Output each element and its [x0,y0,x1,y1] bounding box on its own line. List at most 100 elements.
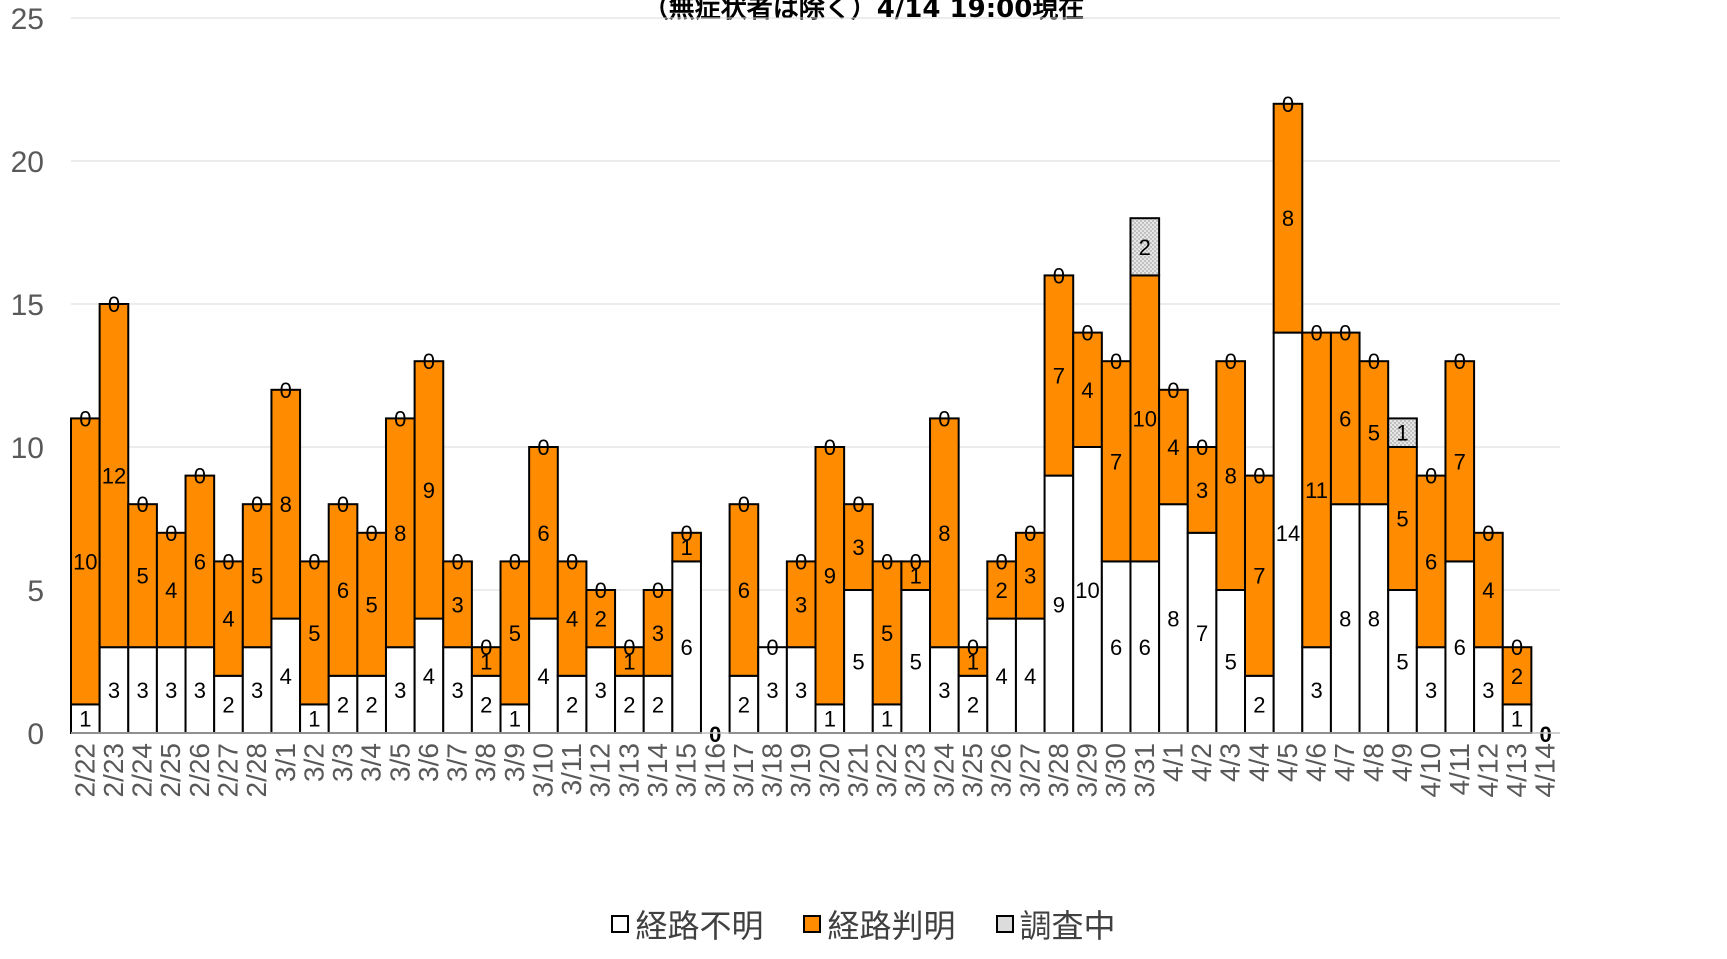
data-label-total: 0 [1540,722,1552,747]
x-tick-label: 2/22 [69,743,100,798]
bar-segment-known[interactable] [70,417,101,706]
data-label-unknown: 2 [1253,692,1265,717]
data-label-unknown: 3 [1425,678,1437,703]
bar-segment-known[interactable] [1473,531,1504,649]
bar-segment-known[interactable] [384,417,416,649]
x-tick-label: 3/29 [1072,743,1103,798]
legend-item-known[interactable]: 経路判明 [803,901,956,947]
data-label-known: 2 [595,607,607,632]
data-label-known: 3 [451,592,463,617]
x-tick-label: 4/4 [1243,743,1274,782]
data-label-known: 8 [1282,206,1294,231]
x-tick-label: 4/8 [1358,743,1389,782]
data-label-unknown: 2 [337,692,349,717]
data-label-investigating: 0 [537,435,549,460]
data-label-unknown: 1 [509,707,521,732]
bar-segment-known[interactable] [1501,646,1533,706]
bar-segment-known[interactable] [1329,331,1361,506]
data-label-known: 4 [1081,378,1093,403]
data-label-investigating: 0 [1081,321,1093,346]
data-label-unknown: 4 [537,664,549,689]
data-label-unknown: 4 [423,664,435,689]
bar-segment-known[interactable] [1100,360,1132,563]
data-label-investigating: 0 [423,349,435,374]
data-label-unknown: 5 [910,650,922,675]
bar-segment-unknown[interactable] [986,617,1017,734]
data-label-known: 6 [194,549,206,574]
data-label-unknown: 5 [1225,650,1237,675]
bar-segment-known[interactable] [413,360,445,620]
x-tick-label: 3/19 [785,743,816,798]
bar-segment-known[interactable] [127,503,158,649]
x-tick-label: 3/31 [1129,743,1160,798]
bar-segment-known[interactable] [1444,360,1476,563]
bar-segment-unknown[interactable] [442,646,473,735]
bar-segment-known[interactable] [1186,446,1218,534]
bar-segment-known[interactable] [356,531,387,677]
bar-segment-unknown[interactable] [70,703,101,735]
bar-segment-known[interactable] [299,560,330,706]
bar-segment-unknown[interactable] [929,646,960,735]
bar-segment-known[interactable] [1158,388,1189,506]
bar-segment-known[interactable] [1358,360,1390,506]
data-label-investigating: 0 [108,292,120,317]
bar-segment-unknown[interactable] [671,560,702,735]
data-label-investigating: 0 [1482,521,1494,546]
bar-segment-unknown[interactable] [757,646,788,735]
bar-segment-known[interactable] [241,503,273,649]
bar-segment-known[interactable] [585,589,617,649]
bar-segment-known[interactable] [98,303,130,649]
x-axis: 2/222/232/242/252/262/272/283/13/23/33/4… [69,732,1561,798]
data-label-investigating: 0 [595,578,607,603]
y-tick-label: 20 [11,146,44,179]
data-label-investigating: 0 [136,492,148,517]
bar-segment-known[interactable] [1072,331,1103,449]
bar-segment-known[interactable] [929,417,960,649]
bar-segment-unknown[interactable] [1186,531,1218,734]
data-label-unknown: 5 [852,650,864,675]
bar-segment-known[interactable] [1244,474,1275,677]
bar-segment-known[interactable] [900,560,932,592]
bar-segment-investigating[interactable] [1129,217,1161,277]
x-tick-label: 3/17 [728,743,759,798]
bar-segment-known[interactable] [957,646,989,677]
bar-segment-unknown[interactable] [1387,589,1418,734]
bar-segment-unknown[interactable] [1415,646,1447,735]
bar-segment-known[interactable] [1272,102,1304,334]
bar-segment-known[interactable] [642,589,674,677]
bar-segment-unknown[interactable] [556,674,588,734]
data-label-unknown: 7 [1196,621,1208,646]
bar-segment-known[interactable] [528,446,559,620]
bar-segment-unknown[interactable] [1014,617,1046,734]
data-label-investigating: 0 [738,492,750,517]
y-tick-label: 15 [11,289,44,322]
data-label-unknown: 6 [1454,635,1466,660]
bar-segment-known[interactable] [327,503,359,677]
data-label-unknown: 3 [394,678,406,703]
legend-label-unknown: 経路不明 [635,907,764,945]
legend-item-investigating[interactable]: 調査中 [995,901,1116,947]
bar-segment-known[interactable] [671,531,702,563]
bar-segment-investigating[interactable] [1387,417,1418,448]
bar-segment-unknown[interactable] [384,646,416,735]
bar-segment-known[interactable] [1415,474,1447,649]
bar-segment-known[interactable] [270,388,302,620]
legend-item-unknown[interactable]: 経路不明 [611,901,763,947]
bar-segment-known[interactable] [1301,331,1332,649]
data-label-unknown: 4 [1024,664,1036,689]
bar-segment-known[interactable] [728,503,760,677]
bar-segment-known[interactable] [1387,446,1418,591]
bar-segment-known[interactable] [986,560,1017,620]
bar-segment-known[interactable] [843,503,874,592]
data-label-unknown: 3 [451,678,463,703]
bar-segment-known[interactable] [1215,360,1247,592]
x-tick-label: 3/22 [871,743,902,798]
data-labels: 1100312035034036024035048015026025038049… [73,92,1552,747]
bar-segment-known[interactable] [785,560,817,649]
bar-segment-known[interactable] [442,560,473,649]
x-tick-label: 4/14 [1530,743,1561,798]
bar-segment-unknown[interactable] [1329,503,1361,735]
bar-segment-known[interactable] [213,560,244,677]
bar-segment-known[interactable] [871,560,903,706]
bar-segment-known[interactable] [155,531,187,649]
